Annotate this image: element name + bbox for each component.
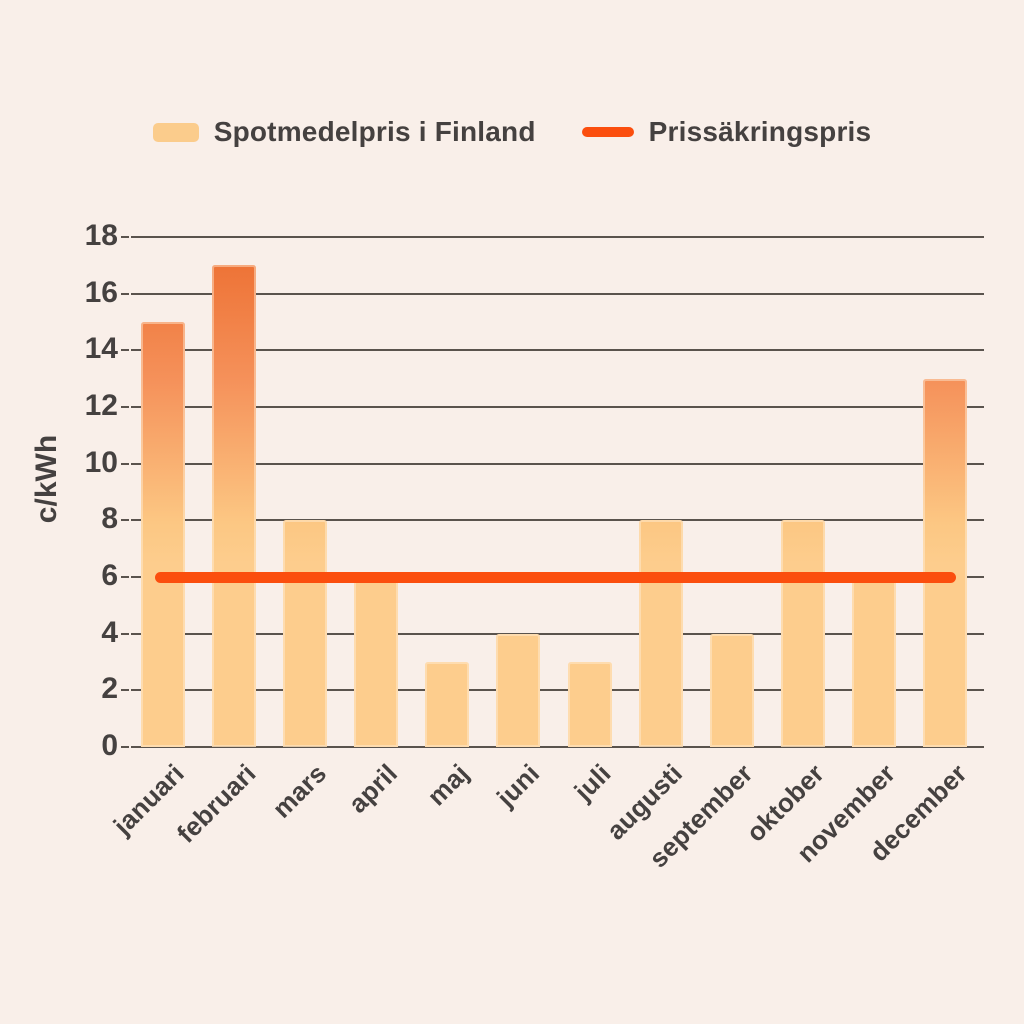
bar-oktober	[780, 520, 825, 747]
legend-item-hedge-price: Prissäkringspris	[581, 116, 872, 148]
line-series-swatch-icon	[581, 127, 634, 137]
gridline	[131, 746, 984, 748]
bar-april	[354, 577, 399, 747]
y-tick-label: 16	[84, 275, 118, 309]
x-label-februari: februari	[170, 758, 262, 849]
y-tick-label: 6	[101, 559, 118, 592]
y-tick-label: 18	[84, 219, 118, 252]
gridline	[131, 349, 984, 352]
bar-series-swatch-icon	[152, 122, 199, 142]
y-axis-tick	[121, 576, 129, 578]
x-label-juni: juni	[491, 758, 546, 813]
bar-februari	[212, 265, 257, 747]
hedge-price-line	[154, 571, 957, 583]
gridline	[131, 689, 984, 692]
y-axis-tick	[121, 292, 129, 295]
bar-juni	[496, 633, 541, 747]
gridline	[131, 632, 984, 635]
legend-item-spot-price: Spotmedelpris i Finland	[152, 116, 536, 148]
bar-maj	[425, 662, 470, 747]
bar-mars	[283, 520, 328, 747]
y-tick-label: 14	[84, 332, 118, 366]
y-tick-label: 10	[84, 445, 118, 479]
y-tick-label: 8	[101, 502, 118, 536]
y-axis-tick	[121, 462, 129, 465]
gridline	[131, 236, 984, 238]
y-axis-tick	[121, 349, 129, 352]
gridline	[131, 519, 984, 522]
y-tick-label: 12	[84, 389, 118, 422]
x-label-mars: mars	[266, 758, 333, 824]
y-tick-label: 2	[101, 672, 118, 706]
y-axis-tick	[121, 746, 129, 748]
y-axis-tick	[121, 519, 129, 522]
gridline	[131, 292, 984, 295]
chart-legend: Spotmedelpris i Finland Prissäkringspris	[0, 116, 1024, 148]
gridline	[131, 462, 984, 465]
x-label-juli: juli	[568, 758, 617, 807]
y-tick-label: 4	[101, 615, 118, 649]
y-axis-tick	[121, 689, 129, 692]
y-tick-label: 0	[101, 729, 118, 762]
bar-september	[709, 633, 754, 747]
y-axis-tick	[121, 406, 129, 408]
bar-augusti	[638, 520, 683, 747]
legend-label-hedge-price: Prissäkringspris	[648, 116, 872, 147]
y-axis-tick	[121, 236, 129, 238]
legend-label-spot-price: Spotmedelpris i Finland	[213, 116, 536, 147]
bar-december	[922, 378, 967, 747]
bar-juli	[567, 662, 612, 747]
bar-november	[851, 577, 896, 747]
x-label-april: april	[342, 758, 404, 819]
bar-januari	[141, 322, 186, 747]
y-axis-tick	[121, 632, 129, 635]
gridline	[131, 406, 984, 408]
x-label-maj: maj	[421, 758, 475, 812]
